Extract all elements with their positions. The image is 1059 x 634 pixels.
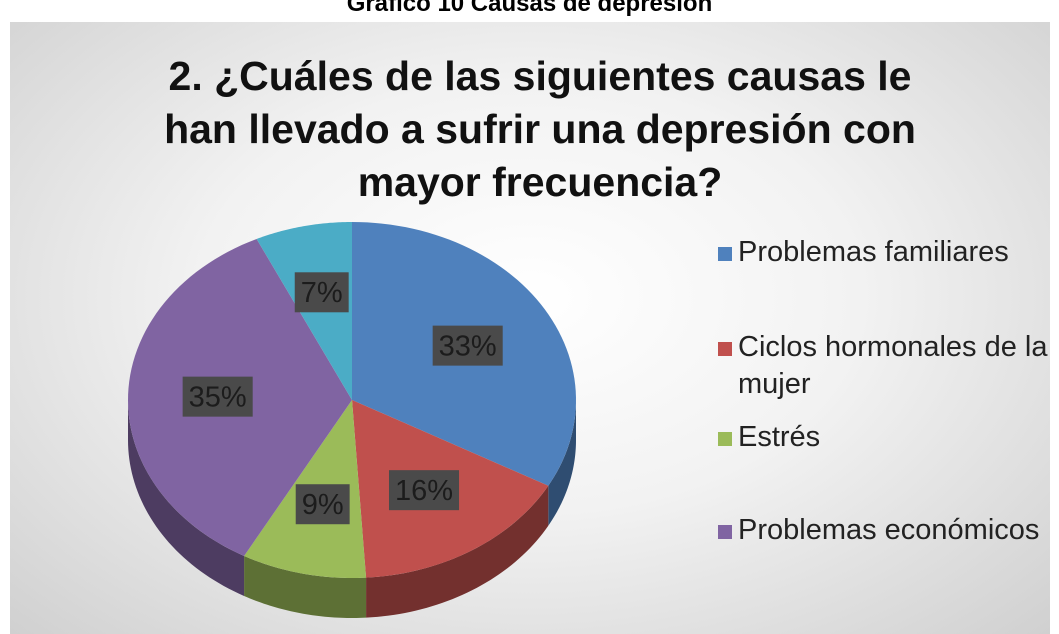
legend-entry: Problemas familiares bbox=[718, 234, 1058, 271]
label-box bbox=[388, 470, 460, 511]
legend-label: Estrés bbox=[738, 421, 821, 453]
legend-label: Problemas económicos bbox=[738, 514, 1040, 546]
label-box bbox=[432, 325, 503, 366]
legend-swatch bbox=[718, 525, 732, 539]
slice-side bbox=[548, 400, 576, 526]
value-label: 33% bbox=[439, 330, 497, 362]
label-box bbox=[294, 272, 349, 313]
legend-entry: Problemas económicos bbox=[718, 512, 1058, 549]
data-label: 16% bbox=[388, 470, 460, 511]
chart: 33% 16% 9% 35% 7% bbox=[128, 222, 576, 618]
caption: Gráfico 10 Causas de depresión bbox=[346, 0, 713, 17]
data-label: 33% bbox=[432, 325, 503, 366]
data-label: 9% bbox=[295, 484, 350, 525]
value-label: 16% bbox=[395, 475, 453, 507]
legend-label: Ciclos hormonales de la mujer bbox=[738, 331, 1048, 400]
data-label: 7% bbox=[294, 272, 349, 313]
value-label: 7% bbox=[301, 277, 343, 309]
chart-area: 33% 16% 9% 35% 7% 2. ¿Cuáles de las siguient… bbox=[10, 22, 1050, 634]
legend-entry: Estrés bbox=[718, 419, 1058, 456]
value-label: 35% bbox=[189, 381, 247, 413]
data-label: 35% bbox=[182, 376, 253, 417]
legend-swatch bbox=[718, 342, 732, 356]
chart-title: 2. ¿Cuáles de las siguientes causas le h… bbox=[164, 53, 916, 205]
label-box bbox=[182, 376, 253, 417]
legend-swatch bbox=[718, 432, 732, 446]
legend-swatch bbox=[718, 247, 732, 261]
slice-side bbox=[128, 400, 245, 596]
legend-label: Problemas familiares bbox=[738, 236, 1009, 268]
slice-side bbox=[244, 555, 367, 618]
legend-entry: Ciclos hormonales de la mujer bbox=[718, 329, 1058, 403]
label-box bbox=[295, 484, 350, 525]
slice-side bbox=[366, 485, 549, 618]
value-label: 9% bbox=[302, 489, 344, 521]
